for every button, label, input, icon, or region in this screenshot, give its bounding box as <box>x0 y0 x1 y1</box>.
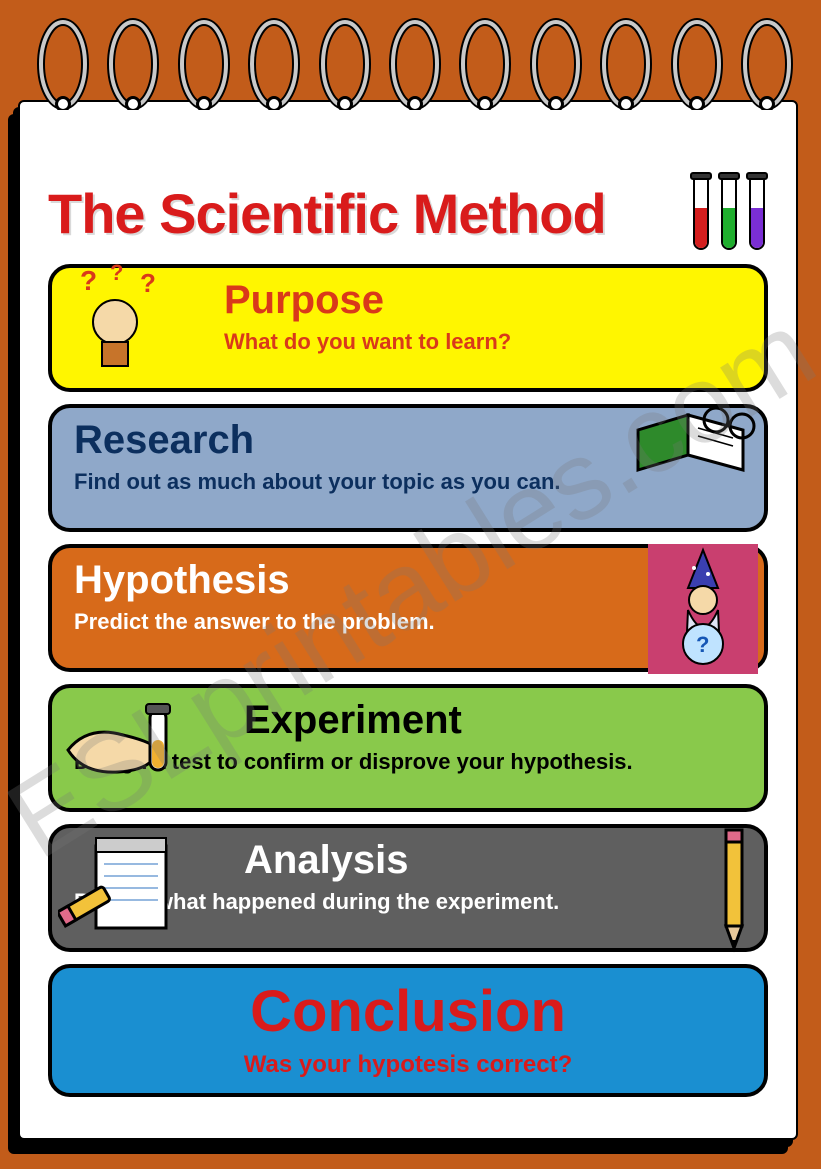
step-conclusion: Conclusion Was your hypotesis correct? <box>48 964 768 1097</box>
title-row: The Scientific Method <box>48 172 768 254</box>
step-title: Purpose <box>74 278 742 323</box>
ring-icon <box>457 18 513 110</box>
spiral-binding <box>35 18 795 110</box>
ring-icon <box>317 18 373 110</box>
ring-icon <box>669 18 725 110</box>
step-research: ResearchFind out as much about your topi… <box>48 404 768 532</box>
step-experiment: ExperimentDesign a test to confirm or di… <box>48 684 768 812</box>
step-hypothesis: Hypothesis Predict the answer to the prob… <box>48 544 768 672</box>
svg-text:?: ? <box>80 265 97 296</box>
hand-tube-icon <box>58 690 198 805</box>
svg-text:?: ? <box>696 632 709 657</box>
notepad-pencil-icon <box>58 828 208 943</box>
step-title: Hypothesis <box>74 558 742 603</box>
ring-icon <box>598 18 654 110</box>
ring-icon <box>176 18 232 110</box>
ring-icon <box>246 18 302 110</box>
steps-list: Purpose What do you want to learn? ? ? ? … <box>48 264 768 1097</box>
ring-icon <box>35 18 91 110</box>
ring-icon <box>387 18 443 110</box>
step-desc: What do you want to learn? <box>74 329 742 355</box>
step-analysis: AnalysisRecord what happened during the … <box>48 824 768 952</box>
book-glasses-icon <box>628 400 758 505</box>
main-title: The Scientific Method <box>48 181 678 246</box>
pencil-icon <box>714 826 754 961</box>
ring-icon <box>739 18 795 110</box>
svg-text:?: ? <box>140 268 156 298</box>
test-tube-icon <box>746 172 768 254</box>
test-tube-icon <box>718 172 740 254</box>
ring-icon <box>528 18 584 110</box>
notepad: The Scientific Method Purpose What do you… <box>18 100 798 1150</box>
step-title: Conclusion <box>74 978 742 1045</box>
svg-text:?: ? <box>110 262 123 285</box>
step-desc: Predict the answer to the problem. <box>74 609 742 635</box>
page: The Scientific Method Purpose What do you… <box>18 100 798 1140</box>
wizard-icon: ? <box>648 544 758 679</box>
step-purpose: Purpose What do you want to learn? ? ? ? <box>48 264 768 392</box>
test-tubes-icon <box>690 172 768 254</box>
test-tube-icon <box>690 172 712 254</box>
thinking-person-icon: ? ? ? <box>60 262 170 377</box>
step-desc: Was your hypotesis correct? <box>74 1051 742 1079</box>
ring-icon <box>105 18 161 110</box>
